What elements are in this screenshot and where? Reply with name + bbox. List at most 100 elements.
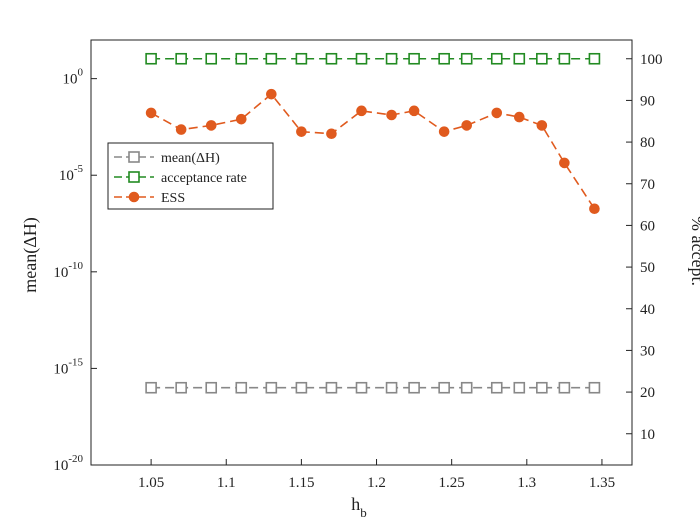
data-point-acceptance-rate <box>460 52 473 65</box>
y-axis-right-label: % accept. <box>688 216 700 286</box>
x-tick-label: 1.15 <box>288 475 314 491</box>
x-tick-label: 1.2 <box>367 475 386 491</box>
y-left-tick-exponent: -10 <box>68 260 83 272</box>
data-point-acceptance-rate <box>235 52 248 65</box>
data-point-mean-dh <box>385 381 398 394</box>
plot-frame <box>90 39 633 466</box>
data-point-ess <box>145 107 157 119</box>
x-tick-label: 1.1 <box>217 475 236 491</box>
data-point-ess <box>559 157 570 169</box>
data-point-acceptance-rate <box>490 52 503 65</box>
data-point-mean-dh <box>325 381 338 394</box>
y-left-tick-label: 10-15 <box>53 356 83 377</box>
plot-area-border <box>90 39 633 466</box>
y-right-tick-label: 80 <box>640 135 655 151</box>
y-left-tick-exponent: -20 <box>68 453 83 465</box>
y-right-tick-label: 60 <box>640 218 655 234</box>
y-right-tick-label: 30 <box>640 343 655 359</box>
data-point-mean-dh <box>355 381 368 394</box>
x-tick-label: 1.3 <box>517 475 536 491</box>
series-layer <box>145 52 601 394</box>
data-point-mean-dh <box>295 381 308 394</box>
y-right-tick-label: 50 <box>640 260 655 276</box>
x-tick-label: 1.05 <box>138 475 164 491</box>
data-point-ess <box>205 120 217 131</box>
legend-label-mean-dh: mean(ΔH) <box>161 151 220 166</box>
data-point-mean-dh <box>438 381 450 394</box>
y-right-tick-label: 90 <box>640 93 655 109</box>
legend: mean(ΔH) acceptance rate ESS <box>107 142 274 210</box>
data-point-ess <box>356 105 367 117</box>
data-point-acceptance-rate <box>408 52 420 65</box>
x-tick-label: 1.35 <box>589 475 615 491</box>
data-point-acceptance-rate <box>513 52 526 65</box>
data-point-mean-dh <box>513 381 526 394</box>
y-left-tick-base: 10 <box>53 458 68 474</box>
legend-label-ess: ESS <box>161 191 185 206</box>
x-tick-label: 1.25 <box>439 475 465 491</box>
data-point-ess <box>491 107 503 119</box>
data-point-acceptance-rate <box>385 52 398 65</box>
data-point-ess <box>386 109 397 121</box>
y-left-tick-exponent: 0 <box>78 67 84 79</box>
y-axis-left-label: mean(ΔH) <box>20 217 41 293</box>
axis-layer: 1.05 1.1 1.15 1.2 1.25 1.3 1.3510010-510-1010-… <box>53 52 662 491</box>
data-point-mean-dh <box>558 381 571 394</box>
series-acceptance-rate <box>145 52 601 65</box>
x-axis-label-main: h <box>351 494 360 514</box>
y-right-tick-label: 20 <box>640 385 655 401</box>
legend-label-acceptance-rate: acceptance rate <box>161 171 247 186</box>
y-left-tick-label: 10-5 <box>59 163 84 184</box>
data-point-ess <box>296 126 307 137</box>
data-point-acceptance-rate <box>588 52 601 65</box>
data-point-acceptance-rate <box>295 52 308 65</box>
data-point-ess <box>266 88 277 100</box>
y-right-tick-label: 40 <box>640 302 655 318</box>
y-left-tick-exponent: -5 <box>74 163 84 175</box>
y-left-tick-label: 10-20 <box>53 453 83 474</box>
data-point-mean-dh <box>536 381 548 394</box>
data-point-mean-dh <box>145 381 157 394</box>
data-point-acceptance-rate <box>145 52 157 65</box>
y-left-tick-base: 10 <box>53 361 68 377</box>
data-point-acceptance-rate <box>355 52 368 65</box>
data-point-mean-dh <box>205 381 218 394</box>
y-left-tick-base: 10 <box>53 265 68 281</box>
data-point-acceptance-rate <box>265 52 278 65</box>
data-point-ess <box>326 128 337 140</box>
data-point-ess <box>589 203 600 215</box>
data-point-mean-dh <box>460 381 473 394</box>
data-point-acceptance-rate <box>558 52 571 65</box>
x-axis-label-sub: b <box>360 505 367 520</box>
data-point-ess <box>461 120 472 131</box>
data-point-ess <box>438 126 450 137</box>
data-point-mean-dh <box>408 381 420 394</box>
series-mean-dh <box>145 381 601 394</box>
data-point-acceptance-rate <box>438 52 450 65</box>
y-right-tick-label: 70 <box>640 177 655 193</box>
data-point-mean-dh <box>175 381 187 394</box>
data-point-mean-dh <box>588 381 601 394</box>
legend-marker-ess <box>128 191 140 203</box>
data-point-acceptance-rate <box>175 52 187 65</box>
data-point-mean-dh <box>235 381 248 394</box>
data-point-acceptance-rate <box>325 52 338 65</box>
y-left-tick-exponent: -15 <box>68 356 83 368</box>
y-right-tick-label: 100 <box>640 52 663 68</box>
data-point-ess <box>175 124 187 135</box>
y-left-tick-base: 10 <box>63 72 78 88</box>
data-point-mean-dh <box>490 381 503 394</box>
data-point-acceptance-rate <box>205 52 218 65</box>
y-left-tick-base: 10 <box>59 168 74 184</box>
y-right-tick-label: 10 <box>640 427 655 443</box>
data-point-ess <box>408 105 420 117</box>
legend-marker-acceptance-rate <box>128 171 140 183</box>
data-point-acceptance-rate <box>536 52 548 65</box>
series-ess <box>145 88 600 215</box>
y-left-tick-label: 100 <box>63 67 84 88</box>
data-point-ess <box>536 120 548 131</box>
data-point-mean-dh <box>265 381 278 394</box>
data-point-ess <box>235 113 247 125</box>
